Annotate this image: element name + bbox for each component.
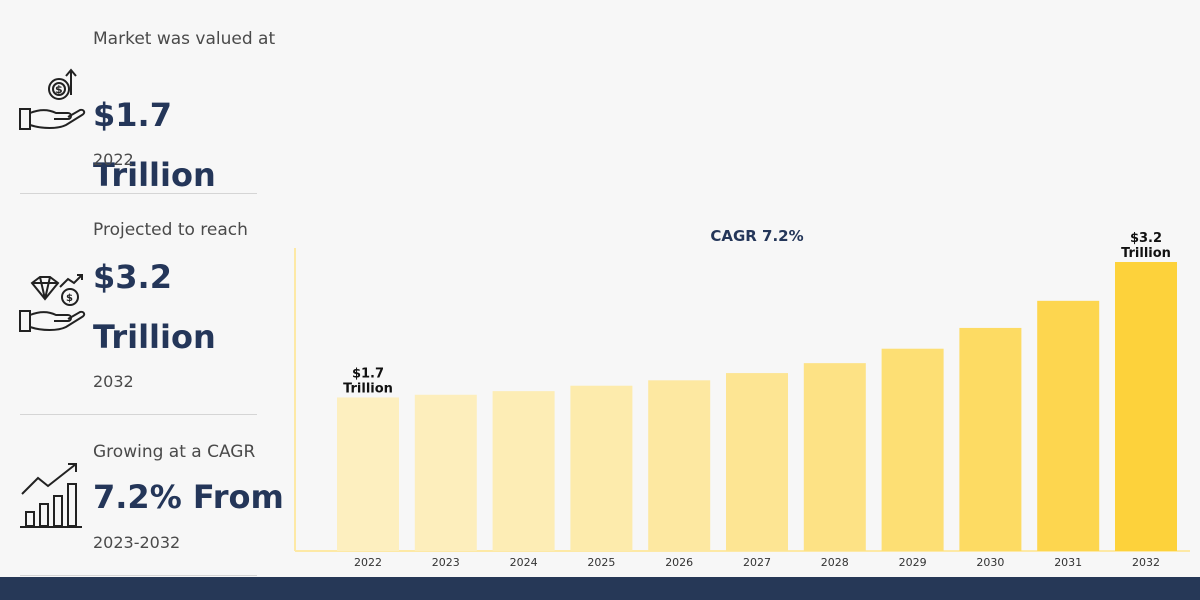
bar-chart: CAGR 7.2% 2022 2023 2024 2025 2026 2027 2028 20… xyxy=(294,227,1190,569)
x-tick-label: 2032 xyxy=(1132,556,1160,569)
bar-2027 xyxy=(726,373,788,551)
stat-projection: $ Projected to reach $3.2 Trillion 2032 xyxy=(0,195,290,415)
bar-2031 xyxy=(1037,300,1100,551)
stat-label: Projected to reach xyxy=(93,220,248,240)
data-label-2032: $3.2 Trillion xyxy=(1121,231,1171,261)
svg-text:$: $ xyxy=(55,83,63,96)
x-tick-label: 2024 xyxy=(510,556,538,569)
growth-chart-icon xyxy=(16,460,88,530)
stat-value: 7.2% From xyxy=(93,478,284,516)
stat-year: 2022 xyxy=(93,150,134,169)
stat-label: Market was valued at xyxy=(93,29,276,49)
divider xyxy=(20,414,257,415)
divider xyxy=(20,193,257,194)
x-tick-label: 2027 xyxy=(743,556,771,569)
x-tick-label: 2022 xyxy=(354,556,382,569)
bar-2029 xyxy=(881,348,944,551)
stat-cagr: Growing at a CAGR 7.2% From 2023-2032 xyxy=(0,415,290,577)
chart-title: CAGR 7.2% xyxy=(710,227,803,245)
stat-value: $1.7 Trillion xyxy=(93,96,216,194)
bar-2022 xyxy=(337,397,399,551)
x-tick-label: 2025 xyxy=(587,556,615,569)
x-tick-label: 2031 xyxy=(1054,556,1082,569)
footer-bar xyxy=(0,577,1200,600)
svg-text:$: $ xyxy=(66,293,73,304)
divider xyxy=(20,575,257,576)
stat-label: Growing at a CAGR xyxy=(93,442,256,462)
x-tick-label: 2028 xyxy=(821,556,849,569)
bar-2032 xyxy=(1115,262,1177,551)
x-tick-label: 2029 xyxy=(899,556,927,569)
data-label-2022: $1.7 Trillion xyxy=(343,366,393,396)
stat-market-value: $ Market was valued at $1.7 Trillion 202… xyxy=(0,0,290,195)
stat-year: 2023-2032 xyxy=(93,533,181,552)
stat-value: $3.2 Trillion xyxy=(93,258,216,356)
diamond-hand-icon: $ xyxy=(16,267,88,337)
bar-2023 xyxy=(414,394,477,551)
x-tick-label: 2026 xyxy=(665,556,693,569)
stat-year: 2032 xyxy=(93,372,134,391)
money-hand-icon: $ xyxy=(16,65,88,135)
x-tick-label: 2030 xyxy=(976,556,1004,569)
bar-2030 xyxy=(959,327,1022,551)
bar-2028 xyxy=(803,363,866,551)
bar-2026 xyxy=(648,380,711,551)
x-tick-label: 2023 xyxy=(432,556,460,569)
bar-2024 xyxy=(492,391,555,551)
bar-2025 xyxy=(570,385,633,551)
